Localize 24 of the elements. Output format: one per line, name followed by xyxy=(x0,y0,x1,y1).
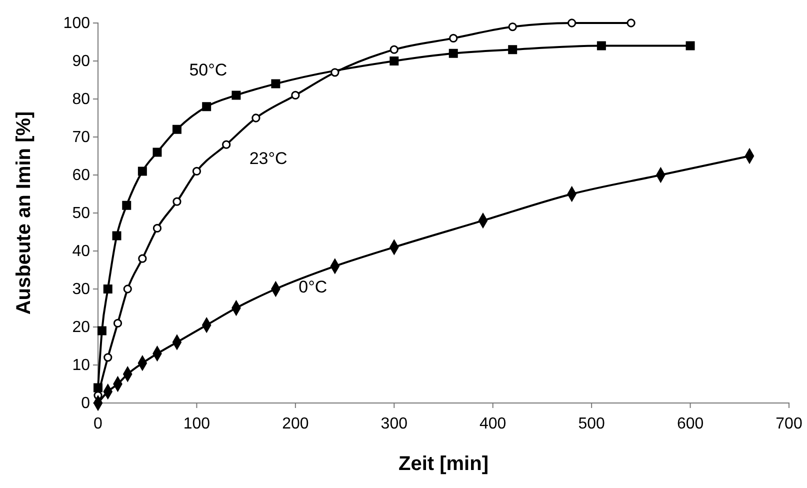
series-label: 0°C xyxy=(298,278,328,297)
y-tick-label: 30 xyxy=(72,281,90,298)
y-axis-title: Ausbeute an Imin [%] xyxy=(13,111,35,315)
x-tick-label: 200 xyxy=(282,416,309,433)
y-tick-label: 10 xyxy=(72,357,90,374)
series-label: 23°C xyxy=(249,149,288,168)
x-axis-title: Zeit [min] xyxy=(398,453,488,475)
y-tick-label: 100 xyxy=(63,15,90,32)
y-tick-label: 50 xyxy=(72,205,90,222)
x-tick-label: 700 xyxy=(776,416,802,433)
y-tick-label: 20 xyxy=(72,319,90,336)
x-tick-label: 0 xyxy=(94,416,103,433)
y-tick-label: 90 xyxy=(72,53,90,70)
x-tick-label: 400 xyxy=(480,416,506,433)
x-tick-label: 600 xyxy=(676,416,704,433)
x-tick-label: 300 xyxy=(380,416,408,433)
x-tick-label: 500 xyxy=(578,416,606,433)
y-tick-label: 60 xyxy=(72,167,90,184)
y-tick-label: 80 xyxy=(72,91,90,108)
series-label: 50°C xyxy=(189,60,228,80)
y-tick-label: 0 xyxy=(81,395,90,412)
y-tick-label: 70 xyxy=(72,129,90,146)
y-tick-label: 40 xyxy=(72,243,90,260)
x-tick-label: 100 xyxy=(183,416,210,433)
